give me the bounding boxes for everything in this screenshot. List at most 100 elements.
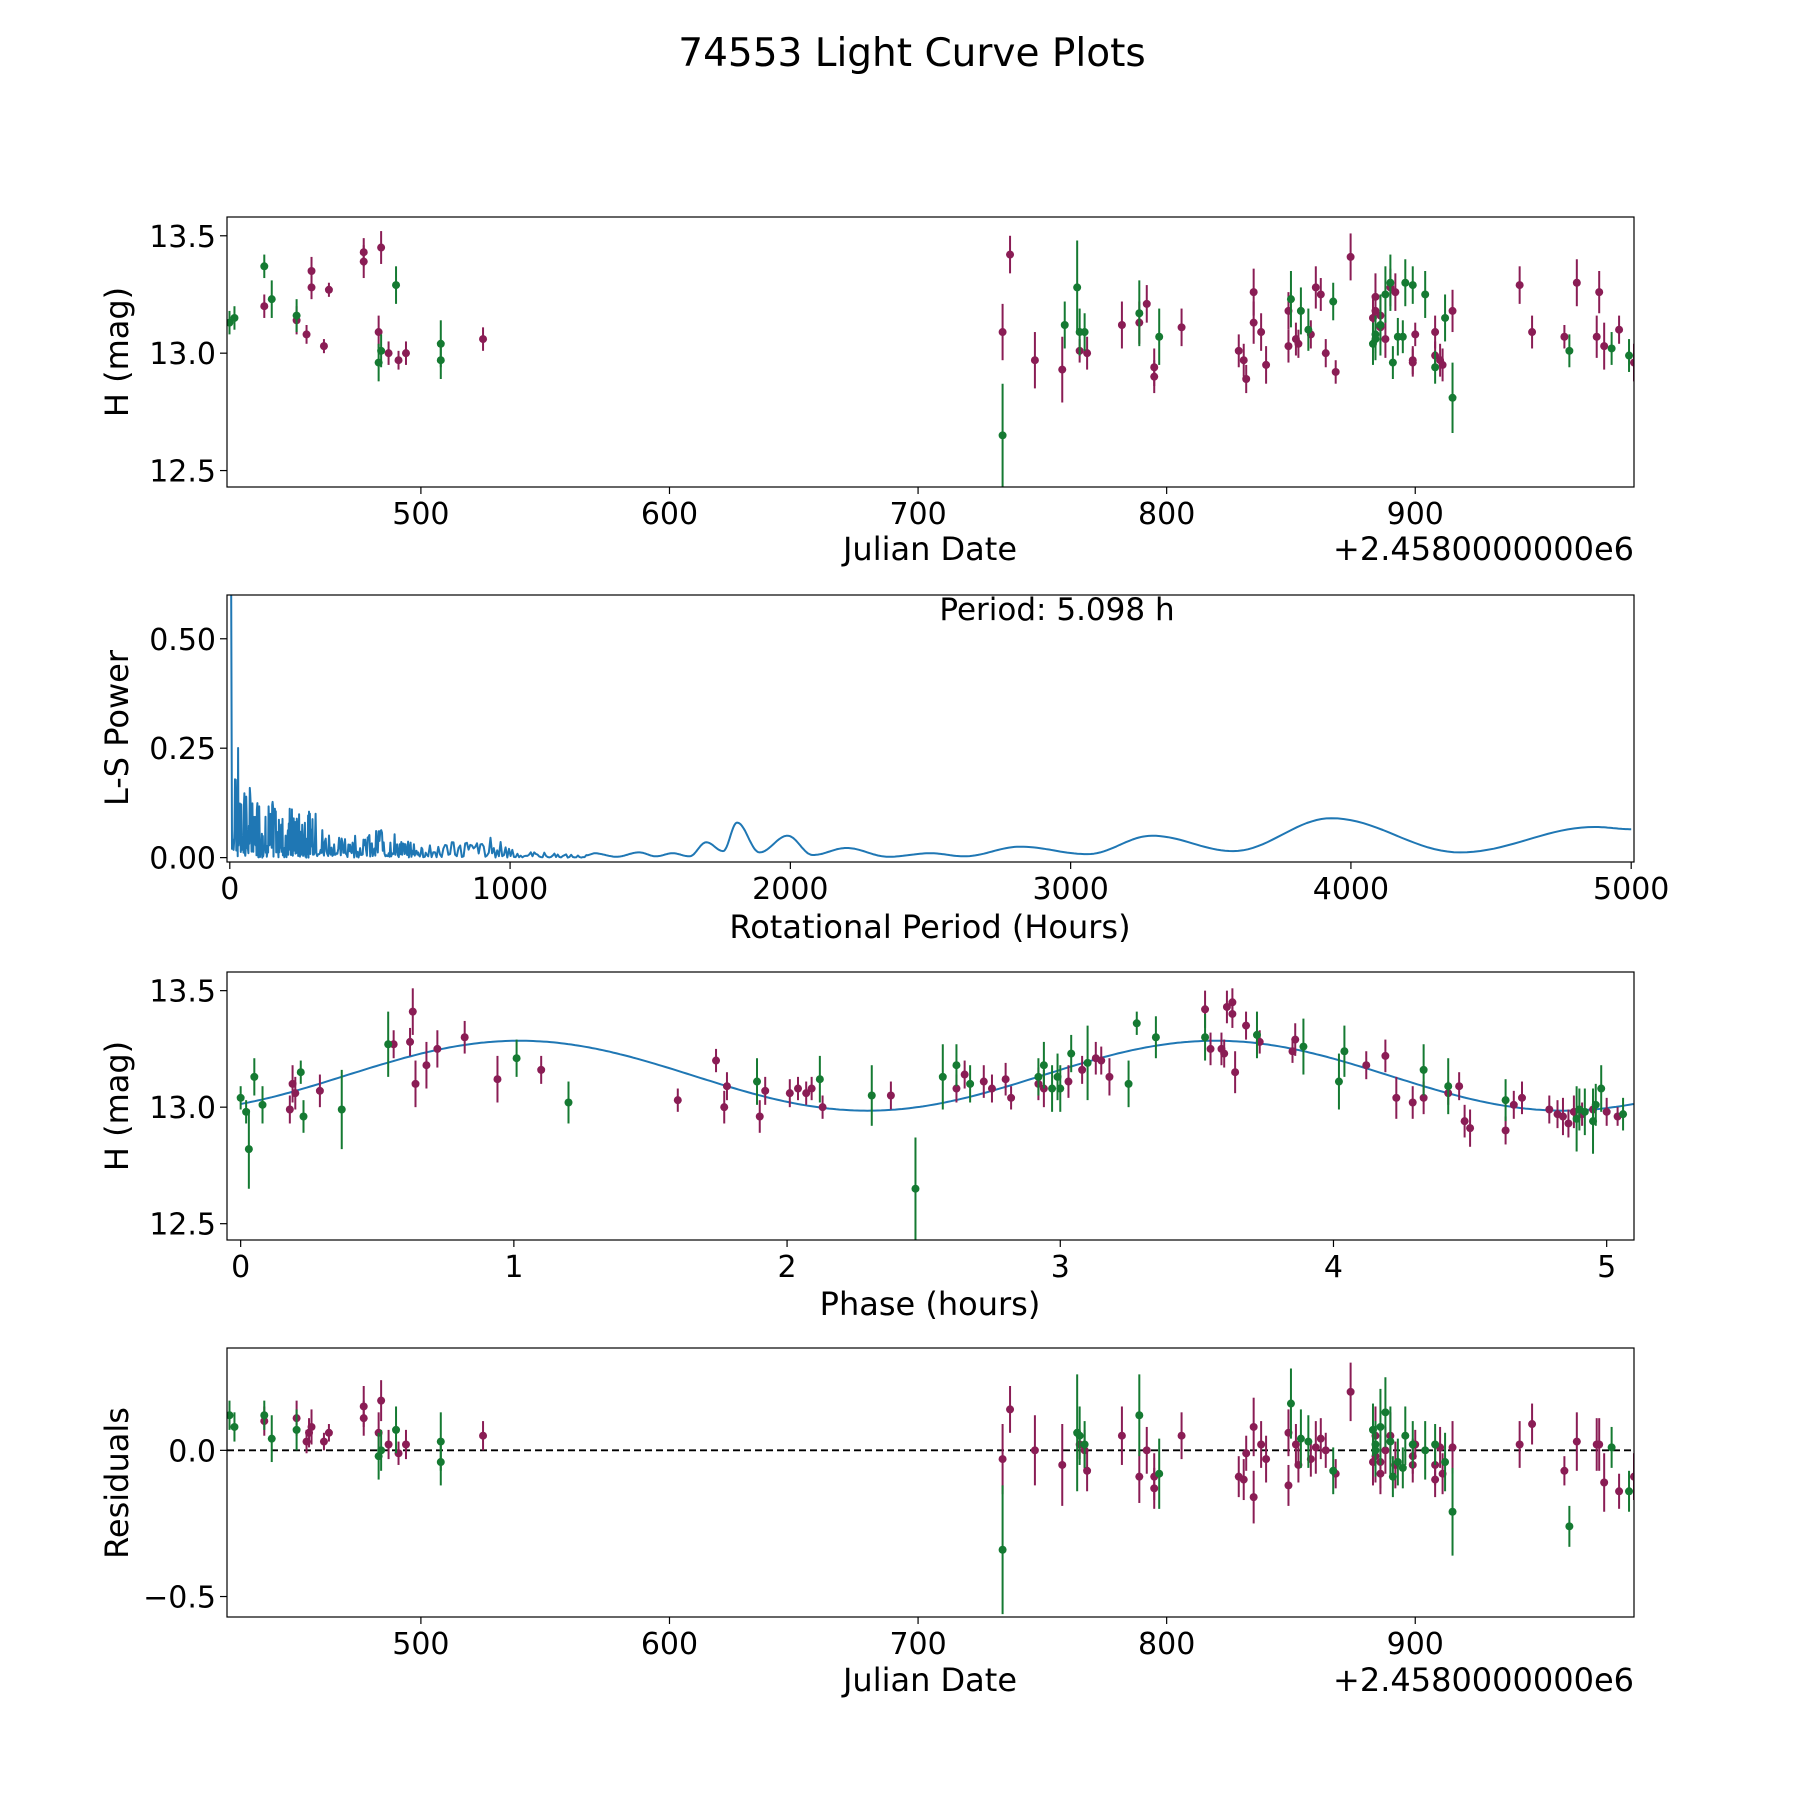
phase-curve-point-green: [236, 1093, 245, 1102]
light-curve-axes-frame: [226, 216, 1635, 488]
phase-curve-point-purple: [1564, 1119, 1573, 1128]
light-curve-point-green: [1441, 313, 1450, 322]
light-curve-point-green: [1296, 306, 1305, 315]
phase-curve-point-purple: [1242, 1021, 1251, 1030]
phase-curve-point-purple: [411, 1079, 420, 1088]
residuals-point-green: [392, 1425, 401, 1434]
residuals-ytick-label: −0.5: [143, 1581, 216, 1616]
light-curve-point-green: [1329, 297, 1338, 306]
residuals-point-green: [1401, 1431, 1410, 1440]
light-curve-point-green: [1625, 351, 1634, 360]
light-curve-point-purple: [1083, 349, 1092, 358]
phase-curve-point-purple: [433, 1044, 442, 1053]
light-curve-point-purple: [1408, 358, 1417, 367]
light-curve-point-green: [1448, 393, 1457, 402]
phase-curve-point-purple: [712, 1056, 721, 1065]
phase-curve-point-purple: [1231, 1068, 1240, 1077]
phase-curve-point-purple: [1097, 1056, 1106, 1065]
phase-curve-point-purple: [818, 1103, 827, 1112]
phase-curve-ytick-label: 12.5: [149, 1208, 216, 1243]
phase-curve-point-green: [1048, 1084, 1057, 1093]
light-curve-xtick-label: 500: [392, 497, 449, 532]
residuals-point-green: [1329, 1466, 1338, 1475]
residuals-point-purple: [401, 1440, 410, 1449]
residuals-point-purple: [1381, 1446, 1390, 1455]
light-curve-point-purple: [1560, 332, 1569, 341]
residuals-point-green: [1625, 1487, 1634, 1496]
light-curve-point-purple: [1142, 299, 1151, 308]
periodogram-ylabel: L-S Power: [98, 649, 136, 806]
phase-curve-ytick-label: 13.0: [149, 1091, 216, 1126]
residuals-point-purple: [1006, 1405, 1015, 1414]
residuals-point-green: [227, 1411, 234, 1420]
period-annotation: Period: 5.098 h: [939, 592, 1174, 628]
phase-curve-point-purple: [291, 1089, 300, 1098]
phase-curve-point-purple: [1392, 1093, 1401, 1102]
phase-curve-point-purple: [1001, 1075, 1010, 1084]
light-curve-point-purple: [1528, 328, 1537, 337]
phase-curve-point-green: [1580, 1107, 1589, 1116]
light-curve-point-purple: [1058, 365, 1067, 374]
light-curve-point-purple: [1391, 288, 1400, 297]
phase-curve-point-purple: [1602, 1107, 1611, 1116]
light-curve-point-purple: [1371, 292, 1380, 301]
residuals-point-green: [1441, 1458, 1450, 1467]
light-curve-point-purple: [998, 328, 1007, 337]
phase-curve-point-green: [1132, 1019, 1141, 1028]
phase-curve-point-green: [1619, 1110, 1628, 1119]
residuals-point-purple: [1249, 1493, 1258, 1502]
light-curve-point-purple: [384, 349, 393, 358]
light-curve-point-purple: [1630, 358, 1634, 367]
phase-curve-point-purple: [722, 1082, 731, 1091]
phase-curve-point-purple: [987, 1084, 996, 1093]
light-curve-point-green: [1388, 358, 1397, 367]
residuals-point-purple: [324, 1428, 333, 1437]
phase-curve-point-green: [1444, 1082, 1453, 1091]
light-curve-point-green: [1431, 363, 1440, 372]
phase-curve-point-purple: [807, 1084, 816, 1093]
light-curve-point-purple: [1257, 328, 1266, 337]
phase-curve-point-green: [244, 1145, 253, 1154]
phase-curve-marks: [236, 988, 1634, 1240]
phase-curve-point-green: [1056, 1084, 1065, 1093]
periodogram-xtick-label: 2000: [752, 872, 828, 907]
residuals-point-green: [1296, 1434, 1305, 1443]
phase-curve-point-green: [1597, 1084, 1606, 1093]
residuals-point-purple: [1346, 1387, 1355, 1396]
phase-curve-point-green: [911, 1184, 920, 1193]
residuals-point-purple: [384, 1440, 393, 1449]
periodogram-power-line: [230, 595, 1632, 859]
light-curve-point-green: [1060, 321, 1069, 329]
light-curve-point-purple: [377, 243, 386, 252]
residuals-point-green: [1607, 1443, 1616, 1452]
residuals-point-green: [1135, 1411, 1144, 1420]
light-curve-point-green: [1135, 309, 1144, 318]
light-curve-point-purple: [401, 349, 410, 358]
light-curve-point-green: [1381, 290, 1390, 299]
periodogram-xtick-label: 4000: [1313, 872, 1389, 907]
residuals-point-purple: [1142, 1446, 1151, 1455]
residuals-point-green: [1371, 1446, 1380, 1455]
light-curve-point-green: [998, 431, 1007, 440]
light-curve-xtick-label: 700: [889, 497, 946, 532]
phase-curve-point-purple: [886, 1091, 895, 1100]
phase-model-curve: [240, 1039, 1634, 1112]
phase-curve-point-purple: [952, 1084, 961, 1093]
light-curve-point-purple: [1448, 306, 1457, 315]
light-curve-point-purple: [1311, 283, 1320, 292]
phase-curve-point-purple: [1078, 1065, 1087, 1074]
phase-curve-point-purple: [755, 1112, 764, 1121]
residuals-point-purple: [1242, 1449, 1251, 1458]
phase-curve-point-green: [299, 1112, 308, 1121]
residuals-point-green: [230, 1422, 239, 1431]
residuals-point-purple: [1177, 1431, 1186, 1440]
residuals-point-purple: [1615, 1487, 1624, 1496]
light-curve-ytick-label: 13.5: [149, 220, 216, 255]
residuals-xtick-label: 700: [889, 1627, 946, 1662]
periodogram-ytick-label: 0.00: [149, 842, 216, 877]
phase-curve-point-green: [1151, 1033, 1160, 1042]
light-curve-point-purple: [1030, 356, 1039, 365]
light-curve-point-purple: [1592, 332, 1601, 341]
phase-curve-point-green: [1201, 1033, 1210, 1042]
light-curve-point-green: [1376, 321, 1385, 329]
